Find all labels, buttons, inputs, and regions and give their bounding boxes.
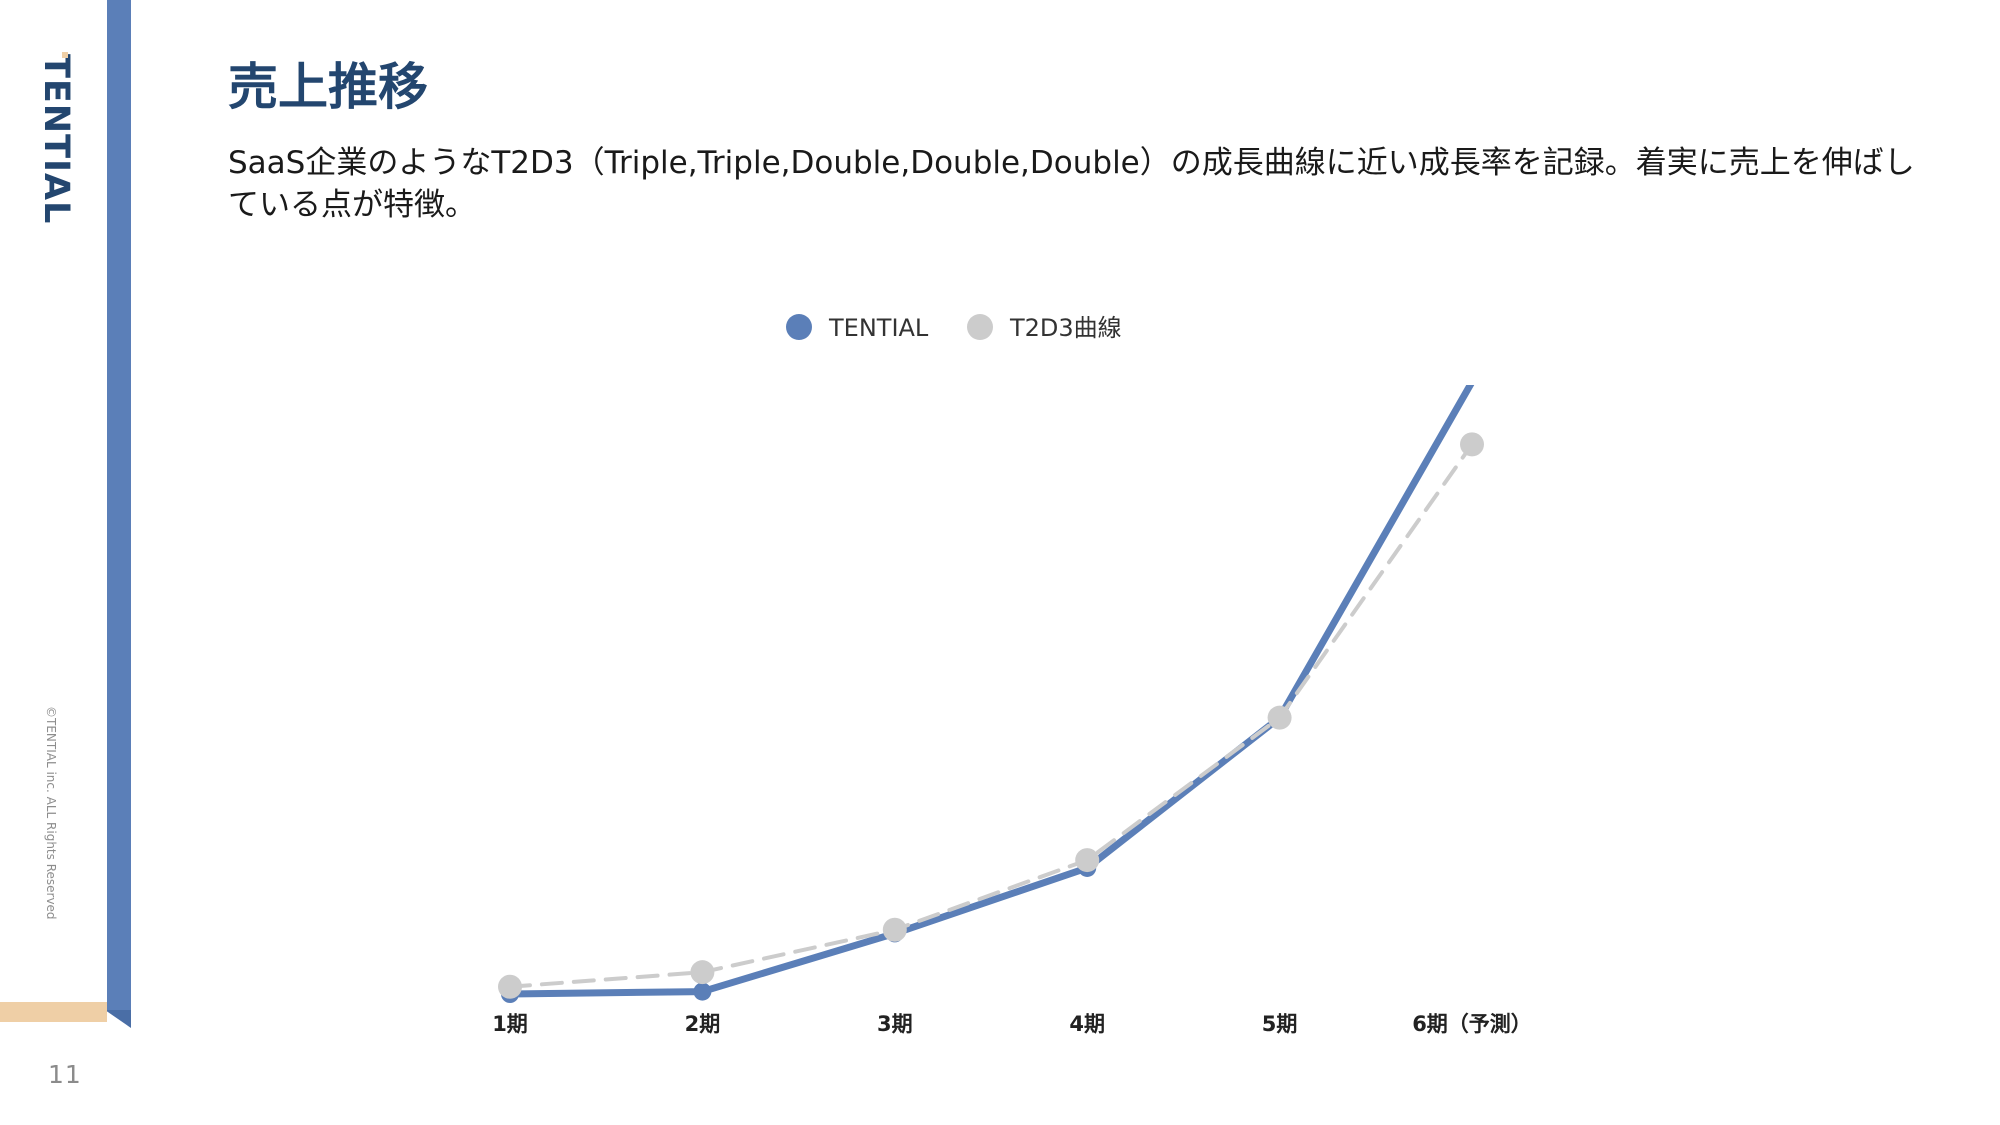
x-tick-label: 5期 bbox=[1262, 1012, 1298, 1036]
logo-accent-mark bbox=[62, 52, 68, 58]
series-line-1 bbox=[508, 442, 1474, 989]
page-title: 売上推移 bbox=[228, 58, 428, 116]
data-point-t2d3 bbox=[1460, 432, 1484, 457]
chart-legend: TENTIAL T2D3曲線 bbox=[786, 314, 1122, 342]
legend-item-0: TENTIAL bbox=[786, 314, 929, 342]
data-point-t2d3 bbox=[882, 917, 907, 942]
page-number: 11 bbox=[48, 1060, 82, 1089]
legend-item-1: T2D3曲線 bbox=[967, 314, 1122, 342]
series-line-0 bbox=[506, 385, 1475, 998]
x-tick-label: 6期（予測） bbox=[1412, 1012, 1532, 1036]
accent-bar-shadow bbox=[105, 1010, 131, 1028]
x-tick-label: 3期 bbox=[877, 1012, 913, 1036]
x-tick-label: 1期 bbox=[492, 1012, 528, 1036]
x-tick-label: 4期 bbox=[1069, 1012, 1105, 1036]
legend-marker bbox=[786, 314, 812, 340]
x-tick-label: 2期 bbox=[685, 1012, 721, 1036]
x-axis-ticks: 1期 2期 3期 4期 5期 6期（予測） bbox=[492, 1012, 1532, 1036]
legend-label: T2D3曲線 bbox=[1009, 314, 1122, 342]
page-description: SaaS企業のようなT2D3（Triple,Triple,Double,Doub… bbox=[228, 145, 1915, 223]
data-point-tential bbox=[693, 982, 712, 1001]
left-accent-bar bbox=[107, 0, 131, 1010]
legend-label: TENTIAL bbox=[828, 314, 929, 342]
legend-marker bbox=[967, 314, 993, 340]
data-point-t2d3 bbox=[498, 974, 522, 999]
data-point-t2d3 bbox=[690, 960, 715, 985]
chart-series-layer bbox=[498, 385, 1484, 1003]
footer-stripe bbox=[0, 1002, 107, 1022]
data-point-t2d3 bbox=[1075, 848, 1100, 873]
data-point-t2d3 bbox=[1267, 705, 1292, 730]
